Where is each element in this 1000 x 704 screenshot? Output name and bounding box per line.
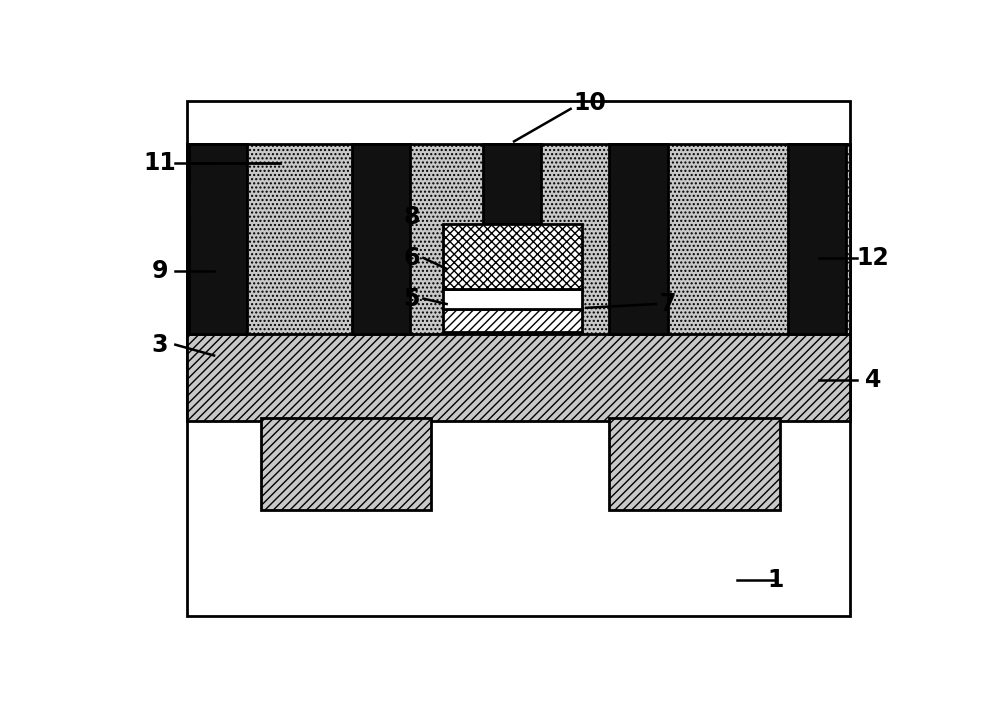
Text: 10: 10 xyxy=(574,92,606,115)
Text: 12: 12 xyxy=(856,246,889,270)
Text: 9: 9 xyxy=(152,260,168,284)
Bar xyxy=(443,289,582,310)
Text: 6: 6 xyxy=(404,246,420,270)
Bar xyxy=(609,144,668,334)
Text: 5: 5 xyxy=(404,287,420,310)
Text: 3: 3 xyxy=(152,333,168,357)
Bar xyxy=(788,144,846,334)
Bar xyxy=(189,144,247,334)
Text: 4: 4 xyxy=(865,368,881,392)
Bar xyxy=(483,144,541,334)
Bar xyxy=(187,144,850,334)
Bar xyxy=(443,224,582,289)
Text: 8: 8 xyxy=(404,206,420,230)
Text: 7: 7 xyxy=(659,292,676,316)
Bar xyxy=(352,144,410,334)
Bar xyxy=(609,418,780,510)
Bar xyxy=(187,331,850,420)
Bar xyxy=(187,101,850,616)
Text: 11: 11 xyxy=(144,151,176,175)
Text: 1: 1 xyxy=(768,569,784,593)
Bar xyxy=(443,310,582,332)
Bar xyxy=(261,418,431,510)
